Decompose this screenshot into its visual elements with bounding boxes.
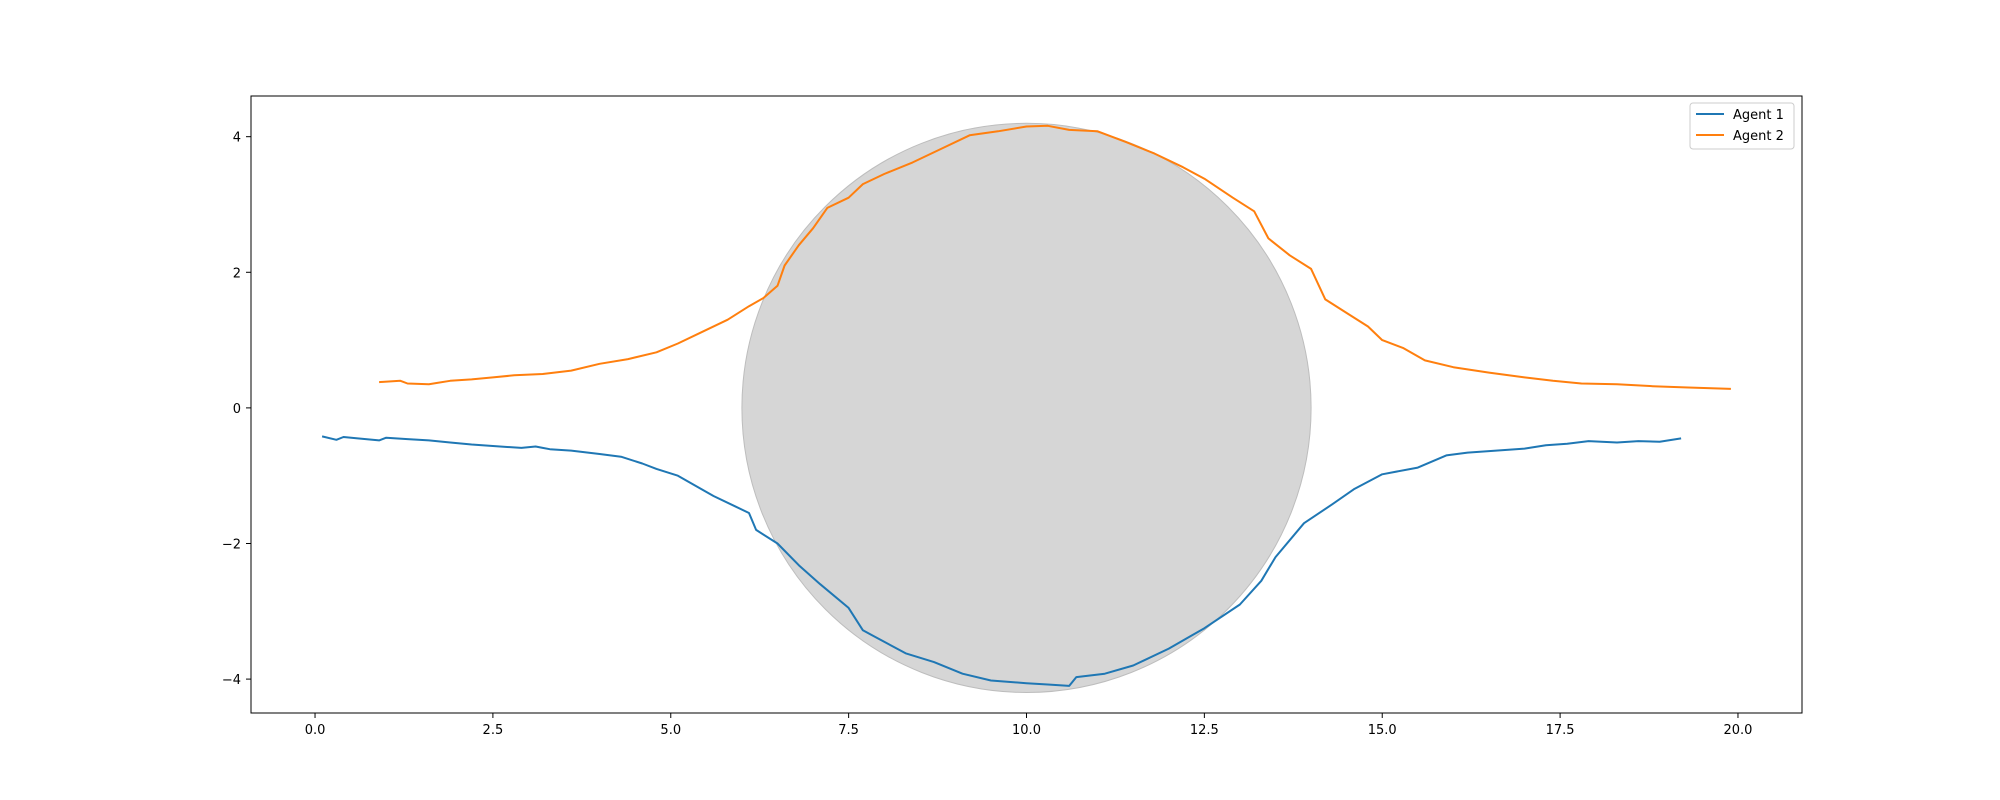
series-line-agent-2 [379, 124, 1731, 390]
x-tick-label: 20.0 [1723, 723, 1752, 738]
y-tick-label: 0 [233, 402, 241, 417]
x-tick-label: 7.5 [838, 723, 859, 738]
x-tick-label: 10.0 [1012, 723, 1041, 738]
x-tick-label: 12.5 [1190, 723, 1219, 738]
x-tick-label: 2.5 [483, 723, 504, 738]
y-tick-label: −4 [222, 673, 241, 688]
y-tick-label: 4 [233, 131, 241, 146]
x-tick-label: 15.0 [1368, 723, 1397, 738]
x-tick-label: 17.5 [1546, 723, 1575, 738]
legend-label-agent-1: Agent 1 [1733, 108, 1784, 123]
legend-label-agent-2: Agent 2 [1733, 129, 1784, 144]
y-tick-label: −2 [222, 537, 241, 552]
y-tick-label: 2 [233, 266, 241, 281]
x-tick-label: 0.0 [305, 723, 326, 738]
legend: Agent 1 Agent 2 [1689, 102, 1795, 150]
x-tick-label: 5.0 [660, 723, 681, 738]
obstacle-circle [741, 122, 1312, 693]
series-line-agent-1 [321, 435, 1682, 687]
